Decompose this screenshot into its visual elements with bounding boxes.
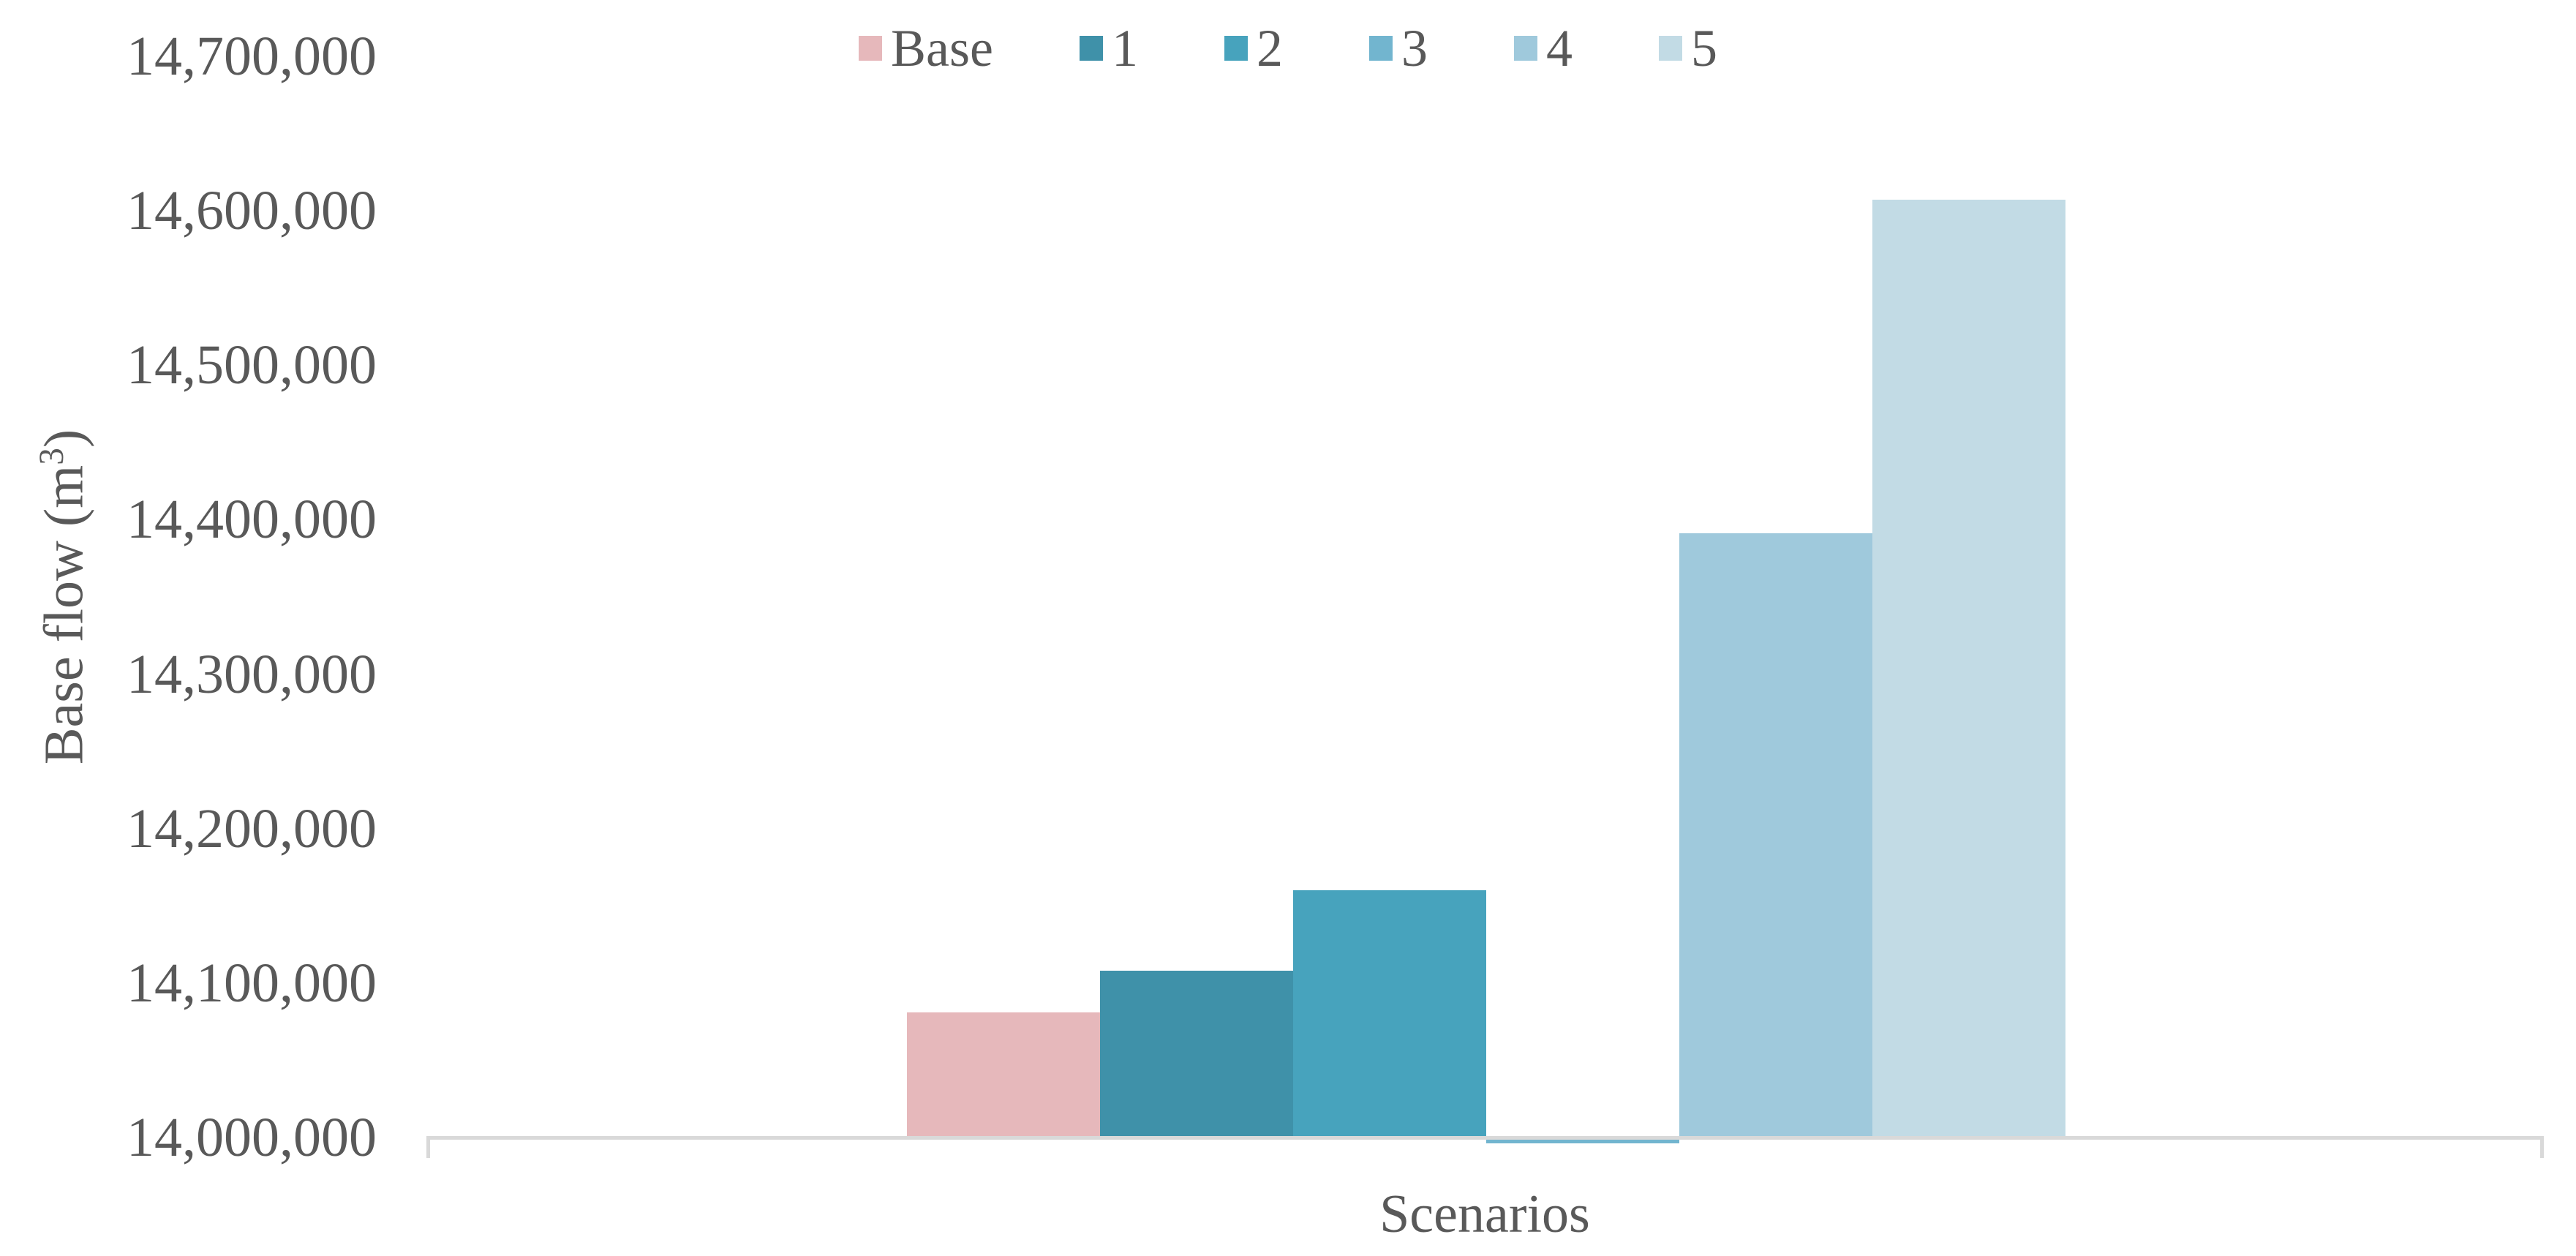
y-tick-label: 14,700,000 [127,26,377,87]
legend-label: 5 [1690,19,1717,78]
x-axis-tick-left [426,1136,430,1158]
legend-item-1: 1 [1079,19,1138,78]
bar-2 [1293,890,1486,1137]
y-axis-title-close: ) [33,429,95,448]
y-tick-label: 14,600,000 [127,180,377,242]
legend-label: 4 [1545,19,1573,78]
bar-3 [1486,1137,1679,1144]
legend-item-base: Base [859,22,993,75]
legend-label: Base [891,19,993,78]
y-axis-title: Base flow (m3) [33,429,97,764]
legend-swatch-icon [1079,36,1103,61]
legend-swatch-icon [1513,36,1537,61]
legend-label: 2 [1256,19,1283,78]
y-tick-label: 14,400,000 [127,489,377,551]
y-tick-label: 14,000,000 [127,1107,377,1168]
y-tick-label: 14,200,000 [127,797,377,860]
legend-swatch-icon [1658,36,1682,61]
y-axis-title-superscript: 3 [33,448,72,465]
bar-base [907,1012,1100,1137]
legend-label: 3 [1401,19,1428,78]
legend-item-2: 2 [1224,22,1283,75]
legend-swatch-icon [1368,36,1393,61]
legend-label: 1 [1111,19,1138,78]
bar-4 [1679,533,1872,1137]
y-tick-label: 14,100,000 [127,952,377,1014]
x-axis-title: Scenarios [1379,1184,1590,1244]
bar-1 [1100,970,1293,1137]
y-tick-label: 14,500,000 [127,334,377,396]
legend: Base 1 2 3 4 5 [0,22,2576,75]
legend-item-4: 4 [1513,19,1573,78]
x-axis-line [426,1136,2544,1140]
legend-swatch-icon [859,36,883,61]
legend-swatch-icon [1224,36,1248,61]
legend-item-3: 3 [1368,19,1428,78]
y-tick-label: 14,300,000 [127,643,377,705]
legend-item-5: 5 [1658,19,1717,78]
x-axis-tick-right [2540,1136,2544,1158]
bar-5 [1872,200,2065,1137]
